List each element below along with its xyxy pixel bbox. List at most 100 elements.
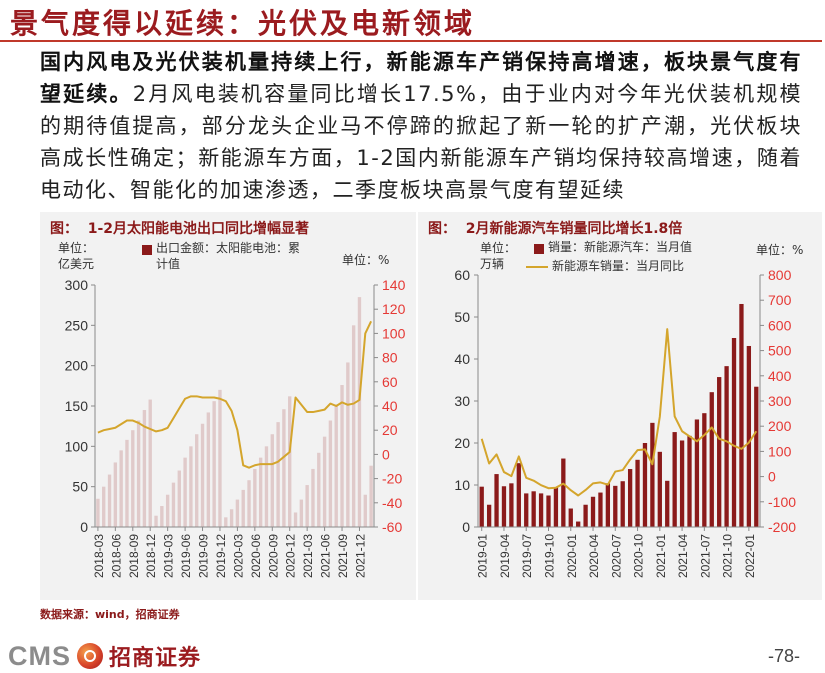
bar (258, 457, 263, 527)
x-tick-label: 2018-06 (109, 534, 123, 578)
x-tick-label: 2019-03 (162, 534, 176, 578)
bar (113, 462, 118, 527)
right-tick-label: 400 (768, 368, 792, 384)
x-tick-label: 2019-09 (197, 534, 211, 578)
bar (305, 485, 309, 527)
x-tick-label: 2021-10 (721, 534, 735, 578)
bar (546, 495, 551, 527)
bar (131, 430, 135, 527)
bar (142, 410, 147, 527)
bar (195, 434, 199, 527)
bar (620, 481, 625, 527)
right-tick-label: 0 (382, 446, 390, 462)
bar (627, 469, 633, 527)
x-tick-label: 2021-01 (654, 534, 668, 578)
right-tick-label: 20 (382, 422, 398, 438)
x-tick-label: 2019-10 (543, 534, 557, 578)
chart-solar-exports: 0 50 100 150 200 250 300 -60 -40 -20 0 20 40 60 80 100 1… (65, 277, 406, 578)
left-tick-label: 100 (65, 438, 89, 454)
bar (665, 480, 670, 527)
bar (642, 443, 648, 527)
right-axis-unit: 单位：% (756, 243, 804, 257)
bar (264, 446, 269, 527)
bar (694, 419, 700, 527)
intro-lead: 国内风电及光伏装机量持续上行，新能源车产销保持高增速，板块景气度有望延续。 (40, 50, 802, 106)
bar (679, 440, 685, 527)
logo-text: CMS (8, 640, 71, 671)
bar (731, 338, 737, 527)
bar (501, 486, 507, 527)
bar (369, 465, 373, 527)
right-tick-label: 300 (768, 393, 792, 409)
bar (334, 404, 338, 527)
x-tick-label: 2020-04 (587, 534, 601, 578)
right-tick-label: 600 (768, 317, 792, 333)
bar (479, 486, 484, 527)
bar (189, 446, 193, 527)
bar (276, 422, 280, 527)
bar (531, 491, 536, 527)
x-tick-label: 2018-03 (92, 534, 106, 578)
bar (125, 439, 129, 527)
x-tick-label: 2021-03 (301, 534, 315, 578)
x-tick-label: 2019-04 (498, 534, 512, 578)
right-tick-label: -200 (768, 519, 796, 535)
left-tick-label: 0 (462, 519, 470, 535)
bar (293, 512, 298, 527)
bar (590, 496, 596, 527)
right-axis-unit: 单位：% (342, 253, 390, 267)
bar (235, 499, 240, 527)
bar (486, 504, 492, 527)
bar (538, 493, 544, 527)
bar (568, 508, 573, 527)
bar (102, 486, 106, 527)
bar (119, 450, 123, 527)
right-tick-label: 100 (382, 325, 406, 341)
x-tick-label: 2020-10 (632, 534, 646, 578)
bar (299, 499, 304, 527)
bar (171, 482, 176, 527)
bar (509, 483, 514, 527)
right-tick-label: -40 (382, 495, 402, 511)
company-logo: CMS 招商证券 (8, 640, 201, 672)
bar (317, 452, 321, 527)
left-axis-unit: 单位：亿美元 (58, 241, 95, 271)
bar (183, 457, 187, 527)
right-tick-label: 100 (768, 443, 792, 459)
left-tick-label: 250 (65, 317, 89, 333)
title-divider (0, 40, 822, 42)
bar (282, 409, 286, 527)
x-tick-label: 2021-09 (336, 534, 350, 578)
bar (107, 474, 112, 527)
legend-bar-swatch (142, 245, 152, 255)
bar (351, 325, 356, 527)
bar (650, 422, 655, 527)
bar (218, 389, 222, 527)
x-tick-label: 2020-07 (609, 534, 623, 578)
bar (561, 458, 566, 527)
chart-panel-nev-sales: 0 10 20 30 40 50 60 -200 -100 0 100 200 300 400 500 600… (418, 212, 822, 600)
yoy-line-series (480, 328, 758, 497)
bar (288, 396, 292, 527)
bar (229, 509, 234, 527)
x-tick-label: 2020-06 (249, 534, 263, 578)
chart-panel-solar-exports: 0 50 100 150 200 250 300 -60 -40 -20 0 20 40 60 80 100 1… (40, 212, 416, 600)
chart-title: 图： 1-2月太阳能电池出口同比增幅显著 (50, 221, 310, 237)
legend-line-label: 新能源车销量：当月同比 (552, 259, 685, 273)
data-source-note: 数据来源：wind，招商证券 (40, 608, 180, 621)
bar (247, 480, 251, 527)
bar (687, 435, 692, 527)
left-tick-label: 0 (80, 519, 88, 535)
bar (583, 504, 588, 527)
x-tick-label: 2021-12 (353, 534, 367, 578)
page-number: -78- (768, 646, 801, 666)
bar (494, 474, 499, 527)
bar (154, 515, 158, 527)
chart-nev-sales: 0 10 20 30 40 50 60 -200 -100 0 100 200 300 400 500 600… (454, 267, 796, 578)
brand-text: 招商证券 (109, 646, 202, 671)
left-tick-label: 50 (72, 479, 88, 495)
legend-bar-swatch (534, 244, 544, 254)
x-tick-label: 2019-07 (520, 534, 534, 578)
bar (746, 345, 752, 527)
yoy-line-series (97, 320, 372, 469)
